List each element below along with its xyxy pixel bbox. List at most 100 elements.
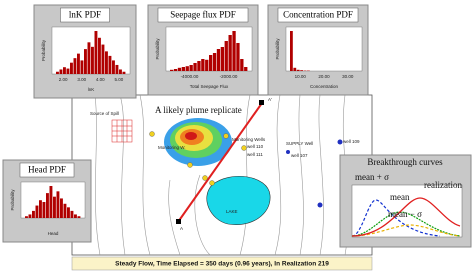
histogram-bar [87,42,91,74]
histogram-bar [94,31,98,74]
spill-grid [111,119,133,143]
histogram-bar [35,205,39,218]
map-frame [71,94,373,256]
histogram-bar [293,67,297,71]
section-end [259,100,264,105]
x-tick-label: 20.00 [318,74,330,79]
inset-title-box [19,162,75,178]
histogram-bar [224,41,228,71]
histogram-bar [220,47,224,71]
inset-title-box [60,7,110,23]
x-tick-label: 2.00 [59,77,68,82]
curve-label: realization [424,180,462,190]
histogram-bar [236,43,240,71]
wells-label: Monitoring W. [158,145,186,150]
well-label: well 107 [291,153,308,158]
inset-title-box [277,7,359,23]
histogram-bar [240,59,244,71]
section-label: A' [268,97,272,102]
breakthrough-plot [351,184,463,238]
inset-title: Seepage flux PDF [170,10,236,20]
histogram-bar [74,214,77,218]
histogram-bar [244,67,248,71]
status-bar [71,256,373,271]
histogram-bar [105,51,108,74]
histogram-bar [177,67,182,71]
x-tick-label: 5.00 [114,77,123,82]
histogram-bar [28,214,32,218]
wells-label: Monitoring Wells [232,137,266,142]
y-label: Probability [41,39,46,61]
x-label: Total Seepage Flux [190,84,229,89]
lake [206,175,271,226]
histogram-bar [59,69,63,74]
x-tick-label: 10.00 [295,74,307,79]
histogram-bar [42,202,46,218]
histogram-bar [232,31,236,71]
x-tick-label: 4.00 [96,77,105,82]
y-label: Probability [10,189,15,211]
histogram-bar [77,53,80,74]
plot-area [285,26,363,72]
contours [94,94,349,256]
histogram-bar [46,193,49,218]
monitoring-wells [149,131,247,186]
section-end [176,219,181,224]
well-label: well 110 [247,144,264,149]
histogram-bar [70,210,74,218]
curve-label: mean + σ [355,172,389,182]
histogram-bar [98,37,101,74]
curve-realization [351,197,461,237]
histogram-bar [228,35,232,71]
histogram-bar [170,69,174,71]
x-tick-label: 30.00 [342,74,354,79]
histogram-bar [115,64,119,74]
histogram-bar [181,67,185,71]
histogram-bar [122,71,126,74]
histogram-bar [193,63,197,71]
plume-label: A likely plume replicate [155,105,242,115]
status-text: Steady Flow, Time Elapsed = 350 days (0.… [115,261,329,268]
histogram-bar [70,62,73,74]
histogram-bar [77,216,81,218]
histogram-bar [73,58,77,74]
histogram-bar [91,46,94,74]
histogram-bar [53,196,56,218]
y-label: Probability [275,38,280,60]
histogram-bar [63,203,67,218]
supply-label: SUPPLY Well [286,141,313,146]
inset-title-box [157,7,249,23]
plume [164,118,232,166]
inset-title: Concentration PDF [283,10,353,20]
y-label: Probability [155,38,160,60]
well-label: well 109 [343,139,360,144]
breakthrough-title: Breakthrough curves [367,157,443,167]
histogram-bar [119,69,122,74]
histogram-bar [290,31,293,71]
histogram-bar [300,70,303,71]
histogram-bar [112,60,115,74]
histogram-bar [108,55,112,74]
histogram-bar [101,44,105,74]
pdf-insets: lnK PDF Probability lnK 2.00 3.00 4.00 5.00 See… [2,4,369,243]
histogram-bar [56,71,59,74]
histogram-bar [39,200,42,218]
histogram-bar [60,198,63,218]
histogram-bar [197,61,201,71]
histogram-bar [66,68,70,74]
histogram-bar [67,207,70,218]
histogram-bar [56,191,60,218]
histogram-bar [205,59,209,71]
inset-title: Head PDF [28,165,66,175]
section-label: A [180,226,183,231]
cross-section [177,102,263,223]
curve-label: mean [390,192,410,202]
histogram-bar [212,53,217,71]
histogram-bar [296,69,300,71]
x-tick-label: -2000.00 [220,74,238,79]
x-label: lnK [88,87,95,92]
histogram-bar [84,49,87,74]
inset-title: lnK PDF [69,10,101,20]
curve-label: mean − σ [388,209,422,219]
